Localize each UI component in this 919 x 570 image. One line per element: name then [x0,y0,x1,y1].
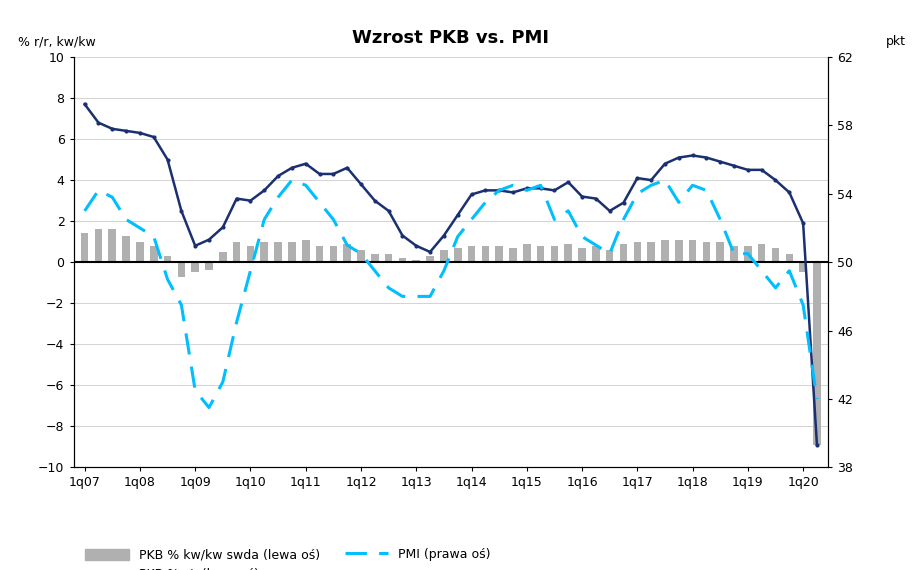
Bar [771,248,778,262]
Bar [412,260,420,262]
Legend: PKB % kw/kw swda (lewa oś), PKB % r/r (lewa oś), PMI (prawa oś): PKB % kw/kw swda (lewa oś), PKB % r/r (l… [80,543,495,570]
Bar [108,229,116,262]
Bar [95,229,102,262]
Bar [315,246,323,262]
Bar [799,262,806,272]
Title: Wzrost PKB vs. PMI: Wzrost PKB vs. PMI [352,29,549,47]
Bar [730,246,737,262]
Bar [439,250,448,262]
Bar [522,244,530,262]
Bar [136,242,143,262]
Bar [494,246,503,262]
Bar [246,246,254,262]
Bar [164,256,171,262]
Bar [274,242,281,262]
Bar [619,244,627,262]
Bar [757,244,765,262]
Bar [233,242,240,262]
Bar [647,242,654,262]
Bar [150,246,157,262]
Bar [578,248,585,262]
Bar [398,258,406,262]
Bar [536,246,544,262]
Text: % r/r, kw/kw: % r/r, kw/kw [18,35,96,48]
Bar [122,235,130,262]
Bar [508,248,516,262]
Bar [357,250,365,262]
Bar [702,242,709,262]
Bar [384,254,392,262]
Bar [550,246,558,262]
Bar [812,262,820,445]
Bar [716,242,723,262]
Bar [343,244,350,262]
Bar [191,262,199,272]
Bar [785,254,792,262]
Bar [219,252,226,262]
Bar [177,262,185,276]
Bar [81,234,88,262]
Bar [205,262,212,270]
Bar [370,254,379,262]
Bar [425,256,434,262]
Bar [329,246,336,262]
Bar [481,246,489,262]
Bar [564,244,572,262]
Bar [633,242,641,262]
Bar [453,248,461,262]
Bar [592,246,599,262]
Bar [301,239,309,262]
Bar [743,246,751,262]
Bar [661,239,668,262]
Bar [606,250,613,262]
Bar [675,239,682,262]
Bar [688,239,696,262]
Bar [288,242,295,262]
Text: pkt: pkt [885,35,905,48]
Bar [260,242,267,262]
Bar [467,246,475,262]
